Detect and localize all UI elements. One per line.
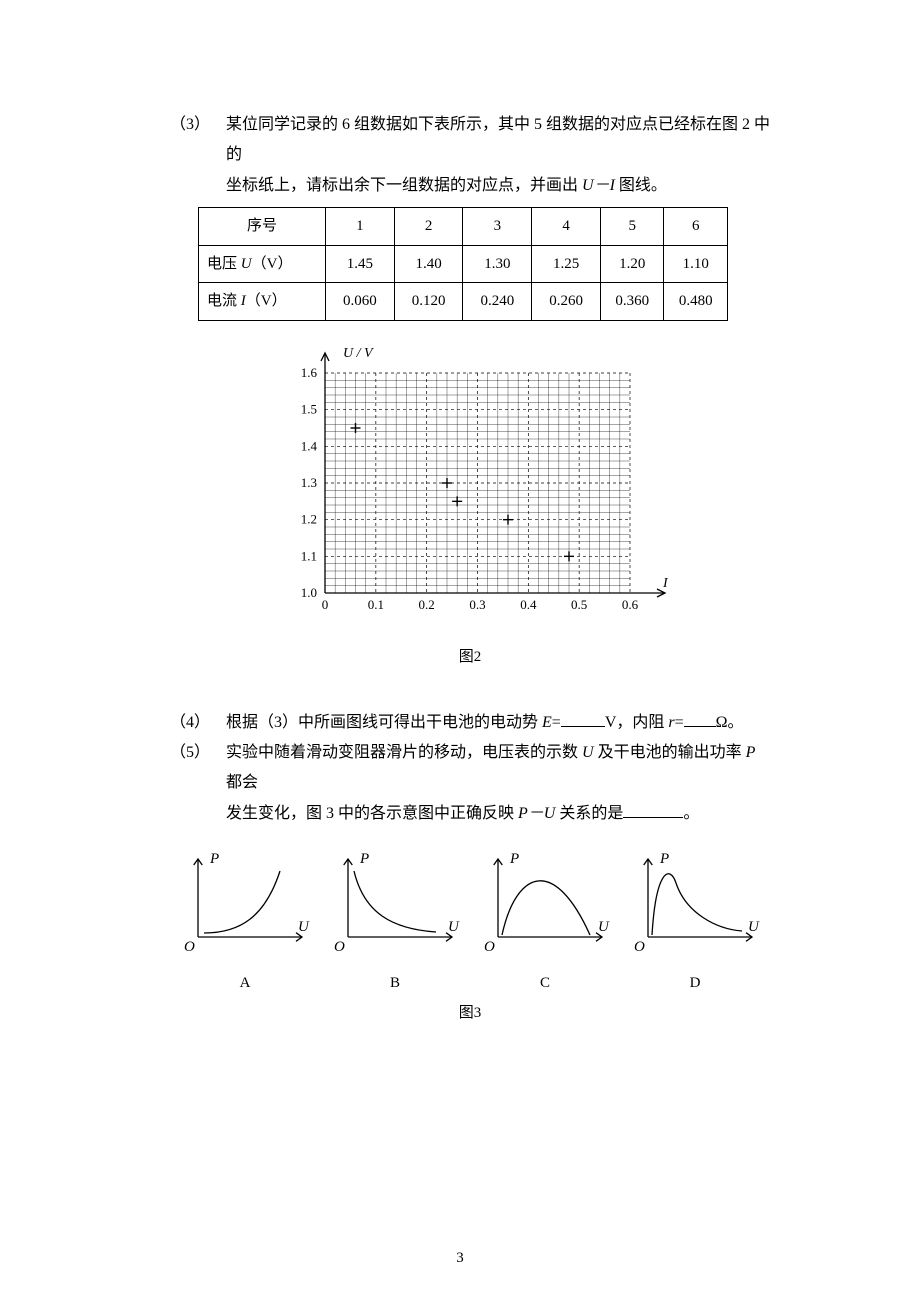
svg-text:0: 0 [322, 597, 329, 612]
svg-text:P: P [659, 851, 669, 867]
svg-text:0.4: 0.4 [520, 597, 537, 612]
svg-text:0.2: 0.2 [419, 597, 435, 612]
figure-3: PUOAPUOBPUOCPUOD [170, 847, 770, 997]
svg-text:P: P [209, 851, 219, 867]
svg-text:0.3: 0.3 [469, 597, 485, 612]
q3-line2: 坐标纸上，请标出余下一组数据的对应点，并画出 U－I 图线。 [226, 171, 770, 201]
svg-text:1.2: 1.2 [301, 511, 317, 526]
svg-text:O: O [184, 939, 195, 955]
q4-text: 根据（3）中所画图线可得出干电池的电动势 E=V，内阻 r=Ω。 [226, 708, 770, 738]
svg-text:1.3: 1.3 [301, 475, 317, 490]
svg-text:0.5: 0.5 [571, 597, 587, 612]
page-number: 3 [0, 1244, 920, 1273]
q3-line1: 某位同学记录的 6 组数据如下表所示，其中 5 组数据的对应点已经标在图 2 中… [226, 110, 770, 171]
data-table: 序号123456电压 U（V）1.451.401.301.251.201.10电… [198, 207, 728, 321]
svg-text:0.6: 0.6 [622, 597, 639, 612]
svg-text:O: O [634, 939, 645, 955]
blank-r [684, 710, 716, 727]
svg-text:1.0: 1.0 [301, 585, 317, 600]
blank-emf [561, 710, 605, 727]
svg-text:P: P [509, 851, 519, 867]
chart-2: 0 0.1 0.2 0.3 0.4 0.5 0.6 1.0 1.1 1.2 1.3 1.4 1.5 1.6… [270, 335, 670, 630]
q5-text: 实验中随着滑动变阻器滑片的移动，电压表的示数 U 及干电池的输出功率 P 都会 … [226, 738, 770, 829]
svg-text:P: P [359, 851, 369, 867]
svg-text:U / V: U / V [343, 346, 374, 361]
svg-text:0.1: 0.1 [368, 597, 384, 612]
svg-text:1.6: 1.6 [301, 365, 318, 380]
q5-number: （5） [170, 738, 226, 829]
blank-answer [623, 801, 683, 818]
chart2-caption: 图2 [170, 643, 770, 672]
svg-text:1.5: 1.5 [301, 401, 317, 416]
svg-text:1.4: 1.4 [301, 438, 318, 453]
svg-text:U: U [448, 919, 460, 935]
q3-number: （3） [170, 110, 226, 201]
svg-text:O: O [484, 939, 495, 955]
svg-text:O: O [334, 939, 345, 955]
svg-text:U: U [598, 919, 610, 935]
svg-text:I / A: I / A [662, 576, 670, 591]
svg-text:1.1: 1.1 [301, 548, 317, 563]
fig3-caption: 图3 [170, 999, 770, 1028]
svg-text:U: U [298, 919, 310, 935]
q4-number: （4） [170, 708, 226, 738]
svg-text:U: U [748, 919, 760, 935]
